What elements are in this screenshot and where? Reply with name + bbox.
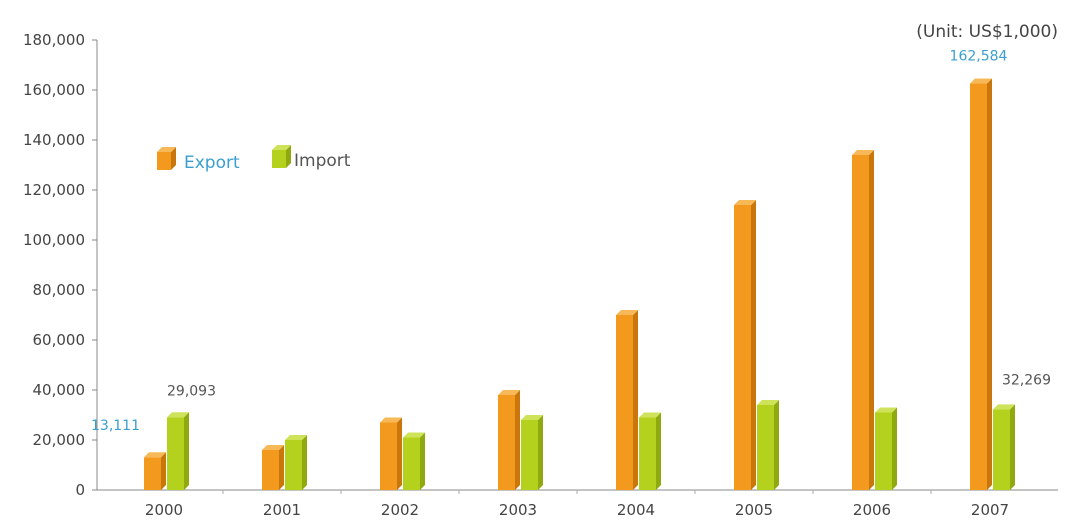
bar-import [403,432,425,490]
bar-export [970,78,992,490]
x-tick-label: 2003 [499,501,537,519]
bar-import [757,400,779,490]
x-tick-label: 2000 [145,501,183,519]
y-tick-label: 0 [75,481,85,499]
bar-import [639,412,661,490]
bar-export [616,310,638,490]
data-label: 162,584 [950,49,1008,65]
bars [144,78,1015,490]
legend-swatch-export-mark [157,147,176,170]
bar-import [167,412,189,490]
y-tick-label: 100,000 [23,231,85,249]
y-tick-label: 40,000 [33,381,86,399]
legend-swatch-import [272,145,291,168]
bar-import [521,415,543,490]
bar-import [285,435,307,490]
x-tick-label: 2005 [735,501,773,519]
legend-swatch-import-mark [272,145,291,168]
bar-export [262,445,284,490]
y-tick-label: 180,000 [23,31,85,49]
y-tick-label: 20,000 [33,431,86,449]
y-tick-label: 80,000 [33,281,86,299]
bar-import [875,407,897,490]
unit-label: (Unit: US$1,000) [916,22,1058,42]
x-tick-label: 2006 [853,501,891,519]
legend-label-export: Export [184,153,240,173]
x-tick-label: 2007 [971,501,1009,519]
bar-export [498,390,520,490]
y-tick-label: 60,000 [33,331,86,349]
bar-export [852,150,874,490]
bar-import [993,404,1015,490]
y-axis: 0 20,000 40,000 60,000 80,000 100,000 120,000 1… [23,31,98,499]
bar-export [380,417,402,490]
legend-label-import: Import [294,151,351,171]
y-tick-label: 160,000 [23,81,85,99]
x-axis: 2000 2001 2002 2003 2004 2005 2006 2007 [97,489,1058,519]
x-tick-label: 2004 [617,501,655,519]
y-tick-label: 140,000 [23,131,85,149]
x-tick-label: 2002 [381,501,419,519]
x-tick-label: 2001 [263,501,301,519]
legend: Export Import [157,145,351,173]
legend-swatch-export [157,147,176,170]
data-label: 32,269 [1002,372,1051,388]
data-label: 29,093 [167,383,216,399]
bar-export [144,452,166,490]
y-tick-label: 120,000 [23,181,85,199]
data-label: 13,111 [91,418,140,434]
bar-export [734,200,756,490]
data-labels: 13,111 29,093 162,584 32,269 [91,49,1051,435]
